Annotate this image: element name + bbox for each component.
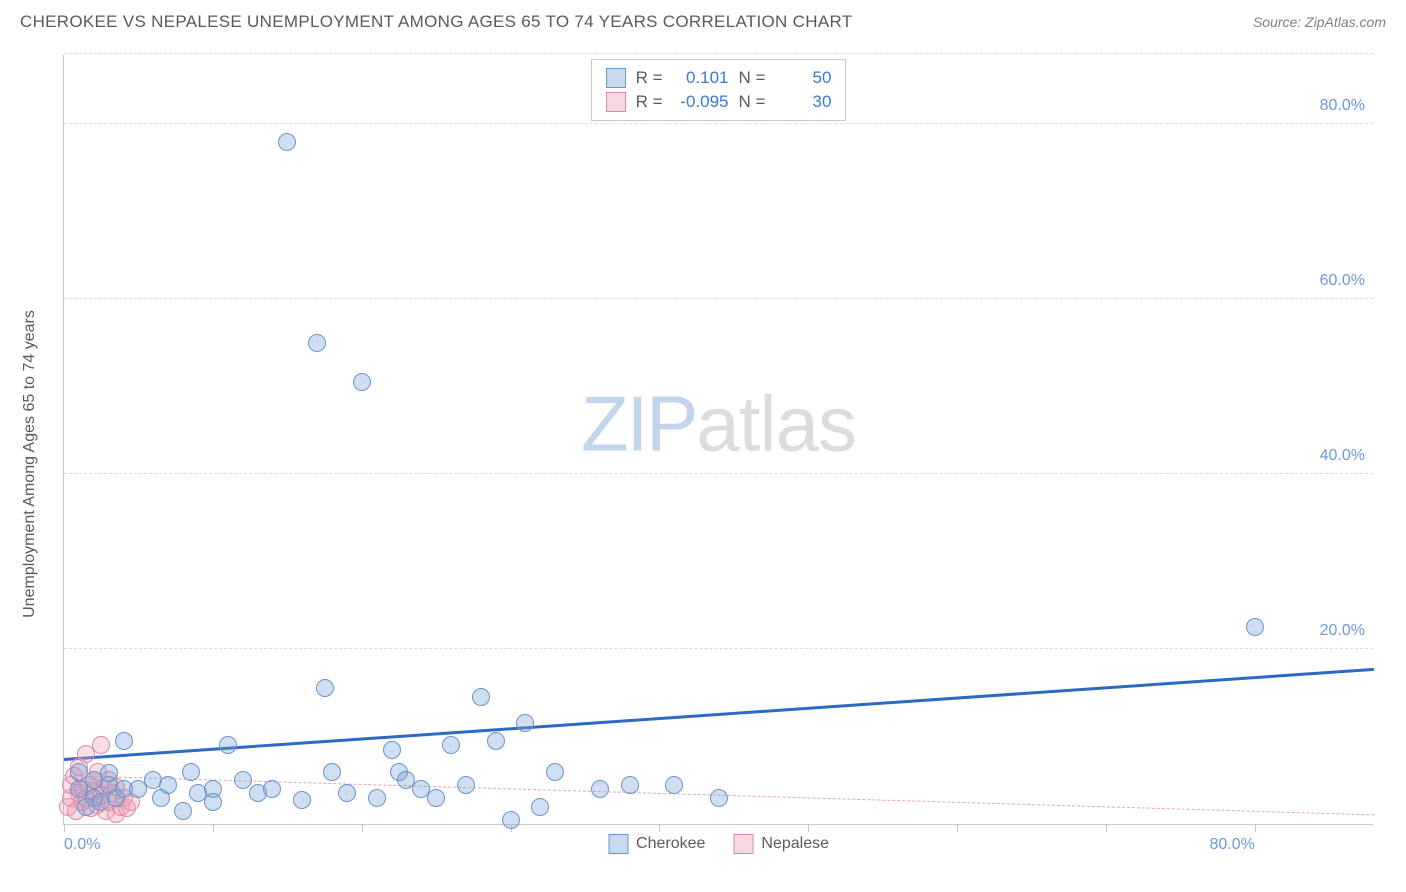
correlation-row-pink: R = -0.095 N = 30 [606,90,832,114]
r-value-blue: 0.101 [673,68,729,88]
y-tick-label: 20.0% [1320,622,1365,640]
swatch-blue-icon [608,834,628,854]
y-axis-label: Unemployment Among Ages 65 to 74 years [21,310,39,618]
scatter-point-blue [323,763,341,781]
r-label: R = [636,92,663,112]
x-tick-label: 0.0% [64,836,100,854]
x-tick [1255,824,1256,832]
scatter-point-blue [427,789,445,807]
scatter-point-blue [502,811,520,829]
r-value-pink: -0.095 [673,92,729,112]
x-tick [362,824,363,832]
x-tick [808,824,809,832]
scatter-point-blue [710,789,728,807]
legend-label-cherokee: Cherokee [636,835,705,853]
correlation-row-blue: R = 0.101 N = 50 [606,66,832,90]
scatter-point-blue [442,736,460,754]
scatter-point-blue [338,784,356,802]
scatter-point-blue [472,688,490,706]
scatter-point-blue [487,732,505,750]
scatter-point-blue [665,776,683,794]
scatter-point-blue [353,373,371,391]
scatter-point-blue [278,133,296,151]
n-value-pink: 30 [775,92,831,112]
scatter-point-blue [115,732,133,750]
n-label: N = [739,92,766,112]
correlation-legend: R = 0.101 N = 50 R = -0.095 N = 30 [591,59,847,121]
gridline [64,298,1373,299]
scatter-point-blue [219,736,237,754]
x-tick [64,824,65,832]
y-tick-label: 40.0% [1320,447,1365,465]
y-tick-label: 60.0% [1320,272,1365,290]
scatter-point-blue [100,764,118,782]
n-value-blue: 50 [775,68,831,88]
gridline [64,123,1373,124]
x-tick-label: 80.0% [1210,836,1255,854]
watermark-atlas: atlas [696,380,856,468]
scatter-point-blue [182,763,200,781]
trend-line-blue [64,668,1374,761]
x-tick [1106,824,1107,832]
gridline [64,473,1373,474]
legend-item-cherokee: Cherokee [608,834,705,854]
chart-title: CHEROKEE VS NEPALESE UNEMPLOYMENT AMONG … [20,12,852,32]
scatter-point-blue [531,798,549,816]
x-tick [957,824,958,832]
scatter-point-pink [92,736,110,754]
legend-item-nepalese: Nepalese [733,834,829,854]
scatter-point-blue [308,334,326,352]
scatter-point-blue [516,714,534,732]
source-attribution: Source: ZipAtlas.com [1253,14,1386,30]
gridline [64,53,1373,54]
chart-container: Unemployment Among Ages 65 to 74 years Z… [48,55,1388,855]
watermark-zip: ZIP [581,380,696,468]
scatter-point-blue [174,802,192,820]
n-label: N = [739,68,766,88]
scatter-point-blue [368,789,386,807]
gridline [64,648,1373,649]
scatter-point-blue [457,776,475,794]
series-legend: Cherokee Nepalese [608,834,829,854]
r-label: R = [636,68,663,88]
watermark: ZIPatlas [581,379,856,470]
scatter-point-blue [316,679,334,697]
scatter-plot-area: ZIPatlas R = 0.101 N = 50 R = -0.095 N =… [63,55,1373,825]
scatter-point-blue [234,771,252,789]
scatter-point-blue [383,741,401,759]
x-tick [213,824,214,832]
swatch-pink [606,92,626,112]
scatter-point-blue [204,793,222,811]
scatter-point-blue [263,780,281,798]
scatter-point-blue [1246,618,1264,636]
y-tick-label: 80.0% [1320,97,1365,115]
swatch-blue [606,68,626,88]
swatch-pink-icon [733,834,753,854]
x-tick [659,824,660,832]
scatter-point-blue [159,776,177,794]
scatter-point-blue [591,780,609,798]
legend-label-nepalese: Nepalese [761,835,829,853]
scatter-point-blue [293,791,311,809]
scatter-point-blue [546,763,564,781]
scatter-point-blue [621,776,639,794]
